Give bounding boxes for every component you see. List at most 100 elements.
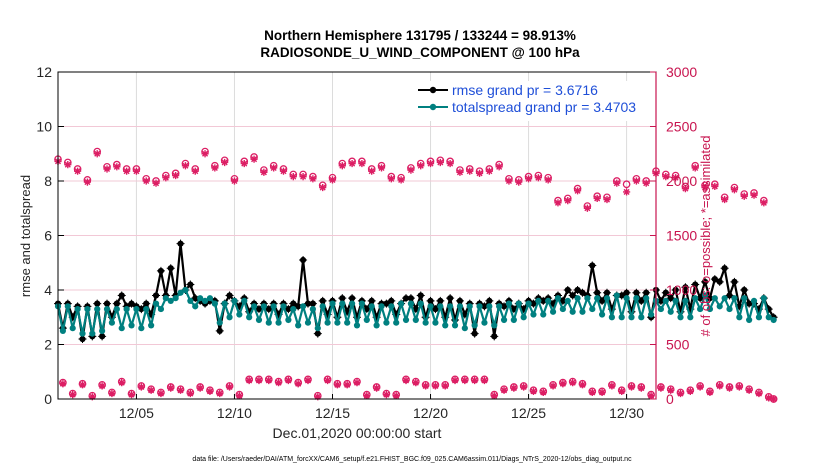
obs_assimilated-marker (740, 192, 748, 200)
obs_assimilated-marker (573, 187, 582, 195)
obs_assimilated-marker (436, 158, 444, 167)
obs_assimilated-marker (760, 199, 768, 207)
obs_assimilated-marker (446, 159, 454, 168)
x-tick-label: 12/15 (315, 405, 350, 421)
totalspread-point (584, 295, 591, 302)
obs_assimilated-marker (83, 178, 92, 186)
obs_assimilated-marker (230, 177, 239, 185)
totalspread-point (407, 300, 415, 307)
obs_possible-marker (622, 180, 631, 189)
totalspread-point (94, 305, 101, 313)
obs_assimilated-marker (750, 191, 758, 199)
totalspread-point (378, 303, 385, 310)
obs_assimilated-marker (451, 376, 459, 385)
totalspread-point (530, 311, 537, 318)
totalspread-point (373, 322, 380, 329)
totalspread-point (138, 325, 145, 332)
obs_assimilated-marker (466, 167, 474, 175)
totalspread-point (623, 295, 630, 302)
obs_assimilated-marker (333, 381, 341, 389)
obs_assimilated-marker (524, 175, 533, 183)
obs_assimilated-marker (495, 163, 503, 171)
obs_assimilated-marker (456, 168, 464, 176)
totalspread-point (172, 295, 179, 302)
totalspread-point (471, 322, 478, 329)
obs_assimilated-marker (255, 376, 263, 385)
totalspread-point (348, 300, 356, 307)
obs_assimilated-marker (363, 392, 371, 400)
obs_assimilated-marker (627, 383, 636, 391)
obs_assimilated-marker (559, 380, 567, 388)
obs_assimilated-marker (59, 380, 67, 388)
obs_assimilated-marker (426, 159, 435, 168)
axes: 12/05 12/10 12/15 12/20 12/25 12/30 0 500 1000 15… (36, 64, 697, 421)
y-left-tick-label: 8 (44, 173, 52, 189)
totalspread-point (133, 305, 140, 313)
totalspread-point (152, 300, 160, 307)
obs_assimilated-marker (686, 387, 694, 395)
obs_assimilated-marker (471, 376, 479, 385)
obs_assimilated-marker (598, 388, 606, 397)
obs_assimilated-marker (515, 178, 523, 186)
totalspread-point (476, 303, 483, 310)
obs_assimilated-marker (569, 379, 577, 387)
obs_assimilated-marker (181, 162, 190, 170)
obs_assimilated-marker (608, 382, 616, 390)
obs_assimilated-marker (588, 388, 596, 397)
x-tick-label: 12/05 (119, 405, 154, 421)
totalspread-point (388, 303, 395, 310)
rmse-point-star (701, 277, 710, 286)
obs_assimilated-marker (701, 183, 709, 192)
rmse-point-star (166, 264, 175, 273)
obs_assimilated-marker (662, 173, 670, 181)
obs_assimilated-marker (475, 169, 484, 177)
rmse-point-star (578, 288, 587, 297)
x-axis-label: Dec.01,2020 00:00:00 start (273, 425, 442, 441)
obs_assimilated-marker (216, 389, 224, 398)
obs_assimilated-marker (618, 387, 626, 395)
chart-title-line1: Northern Hemisphere 131795 / 133244 = 98… (264, 28, 576, 43)
totalspread-point (417, 300, 424, 307)
legend-box (412, 81, 652, 121)
totalspread-point (545, 297, 552, 304)
obs_assimilated-marker (123, 167, 131, 175)
rmse-point-star (215, 326, 224, 335)
totalspread-point (491, 322, 498, 329)
obs_assimilated-marker (176, 386, 185, 394)
obs_assimilated-marker (235, 392, 243, 400)
totalspread-point (309, 305, 316, 313)
totalspread-point (510, 316, 517, 324)
totalspread-point (598, 311, 606, 318)
totalspread-point (402, 316, 410, 324)
totalspread-point (549, 308, 557, 315)
totalspread-point (290, 305, 297, 313)
obs_assimilated-marker (113, 163, 121, 171)
rmse-point-star (117, 291, 126, 300)
obs_assimilated-marker (667, 386, 675, 394)
obs_assimilated-marker (672, 174, 680, 182)
y-left-tick-label: 4 (44, 282, 52, 298)
totalspread-point (770, 316, 777, 324)
obs_assimilated-marker (294, 380, 302, 388)
totalspread-point (118, 325, 125, 332)
rmse-point-star (588, 261, 597, 270)
rmse-point-star (671, 286, 680, 294)
totalspread-point (721, 295, 728, 302)
totalspread-point (677, 314, 684, 321)
obs_assimilated-marker (64, 161, 72, 169)
obs_assimilated-marker (157, 389, 165, 398)
totalspread-point (108, 319, 116, 326)
obs_assimilated-marker (147, 386, 155, 394)
totalspread-point (182, 286, 189, 294)
obs_assimilated-marker (544, 176, 552, 184)
y-axis-label-right: # of obs: o=possible; *=assimilated (698, 136, 713, 337)
obs_assimilated-marker (578, 381, 587, 389)
rmse-point-star (740, 286, 749, 294)
totalspread-point (59, 327, 67, 334)
obs_assimilated-marker (284, 376, 292, 385)
totalspread-point (731, 295, 738, 302)
totalspread-point (765, 314, 772, 321)
totalspread-point (123, 305, 130, 313)
totalspread-point (99, 327, 106, 334)
obs_assimilated-marker (480, 376, 489, 385)
